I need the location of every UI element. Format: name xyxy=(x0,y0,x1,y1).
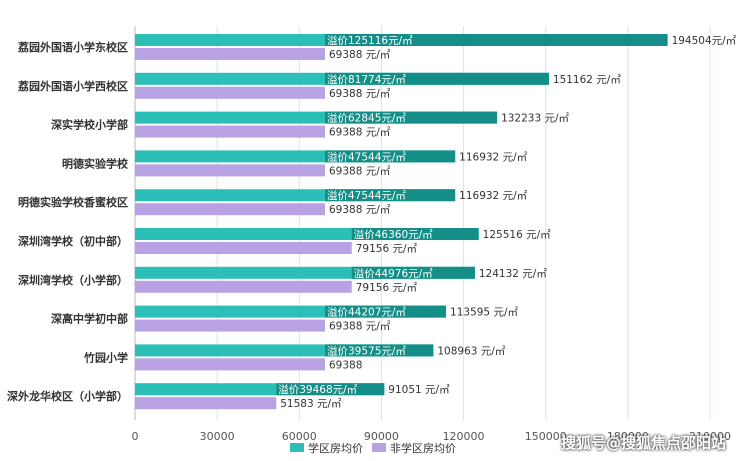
bar-value-label: 69388 元/㎡ xyxy=(329,127,391,139)
legend-label: 非学区房均价 xyxy=(390,441,456,455)
category-label: 深外龙华校区（小学部） xyxy=(7,389,128,403)
bar-value-label: 194504元/㎡ xyxy=(672,35,737,47)
x-tick-label: 150000 xyxy=(525,430,567,443)
premium-label: 溢价81774元/㎡ xyxy=(327,73,406,86)
premium-label: 溢价39468元/㎡ xyxy=(278,383,357,396)
bar-value-label: 69388 xyxy=(329,359,362,371)
category-label: 深实学校小学部 xyxy=(51,118,128,132)
bar-value-label: 116932 元/㎡ xyxy=(459,151,527,163)
premium-label: 溢价46360元/㎡ xyxy=(354,228,433,241)
legend-label: 学区房均价 xyxy=(308,441,363,455)
premium-label: 溢价62845元/㎡ xyxy=(327,112,406,125)
x-tick-label: 90000 xyxy=(364,430,399,443)
bar-value-label: 132233 元/㎡ xyxy=(501,113,569,125)
bar-value-label: 151162 元/㎡ xyxy=(553,74,621,86)
x-tick-label: 30000 xyxy=(200,430,235,443)
bar-premium-segment xyxy=(324,344,434,357)
premium-label: 溢价44976元/㎡ xyxy=(354,267,433,280)
x-tick-label: 180000 xyxy=(607,430,649,443)
bar-value-label: 113595 元/㎡ xyxy=(450,307,518,319)
bar-non-school-district xyxy=(135,280,352,293)
category-label: 深高中学初中部 xyxy=(51,312,128,326)
bar-non-school-district xyxy=(135,242,352,254)
bar-premium-segment xyxy=(324,305,447,318)
bar-value-label: 79156 元/㎡ xyxy=(356,243,418,255)
bar-value-label: 108963 元/㎡ xyxy=(437,345,505,357)
bar-non-school-district xyxy=(135,358,325,371)
x-tick-label: 120000 xyxy=(443,430,485,443)
bar-non-school-district xyxy=(135,86,325,99)
bar-non-school-district xyxy=(135,164,325,177)
category-label: 竹园小学 xyxy=(83,350,128,364)
x-tick-label: 210000 xyxy=(689,430,731,443)
bar-premium-segment xyxy=(276,383,385,396)
x-tick-label: 0 xyxy=(132,430,139,443)
bar-premium-segment xyxy=(324,72,549,85)
bar-value-label: 125516 元/㎡ xyxy=(483,229,551,241)
premium-label: 溢价39575元/㎡ xyxy=(327,344,406,357)
bar-value-label: 69388 元/㎡ xyxy=(329,49,391,61)
category-label: 明德实验学校 xyxy=(62,156,129,170)
watermark: 搜狐号@搜狐焦点邵阳站 xyxy=(560,434,726,452)
bar-premium-segment xyxy=(351,266,475,279)
bar-premium-segment xyxy=(324,34,668,46)
premium-label: 溢价47544元/㎡ xyxy=(327,189,406,202)
bar-value-label: 116932 元/㎡ xyxy=(459,190,527,202)
premium-label: 溢价47544元/㎡ xyxy=(327,150,406,163)
legend-swatch-non-school-district xyxy=(372,443,386,452)
category-label: 深圳湾学校（初中部） xyxy=(18,234,128,248)
bar-non-school-district xyxy=(135,319,325,332)
premium-label: 溢价125116元/㎡ xyxy=(327,34,413,47)
legend-swatch-school-district xyxy=(290,443,304,452)
premium-label: 溢价44207元/㎡ xyxy=(327,306,406,319)
bar-value-label: 51583 元/㎡ xyxy=(280,398,342,410)
category-label: 荔园外国语小学西校区 xyxy=(17,79,128,93)
bar-premium-segment xyxy=(324,111,498,124)
bar-non-school-district xyxy=(135,203,325,216)
category-label: 明德实验学校香蜜校区 xyxy=(18,195,128,209)
x-tick-label: 60000 xyxy=(282,430,317,443)
bar-value-label: 69388 元/㎡ xyxy=(329,321,391,333)
bar-value-label: 91051 元/㎡ xyxy=(388,384,450,396)
bar-premium-segment xyxy=(324,189,456,202)
category-label: 深圳湾学校（小学部） xyxy=(18,273,128,287)
bar-non-school-district xyxy=(135,125,325,138)
bar-value-label: 69388 元/㎡ xyxy=(329,204,391,216)
bar-value-label: 69388 元/㎡ xyxy=(329,88,391,100)
bar-value-label: 79156 元/㎡ xyxy=(356,282,418,294)
bar-premium-segment xyxy=(324,150,456,163)
category-label: 荔园外国语小学东校区 xyxy=(17,40,128,54)
bar-value-label: 124132 元/㎡ xyxy=(479,268,547,280)
bar-premium-segment xyxy=(351,228,479,240)
bar-non-school-district xyxy=(135,48,325,60)
bar-value-label: 69388 元/㎡ xyxy=(329,165,391,177)
bar-non-school-district xyxy=(135,397,277,410)
